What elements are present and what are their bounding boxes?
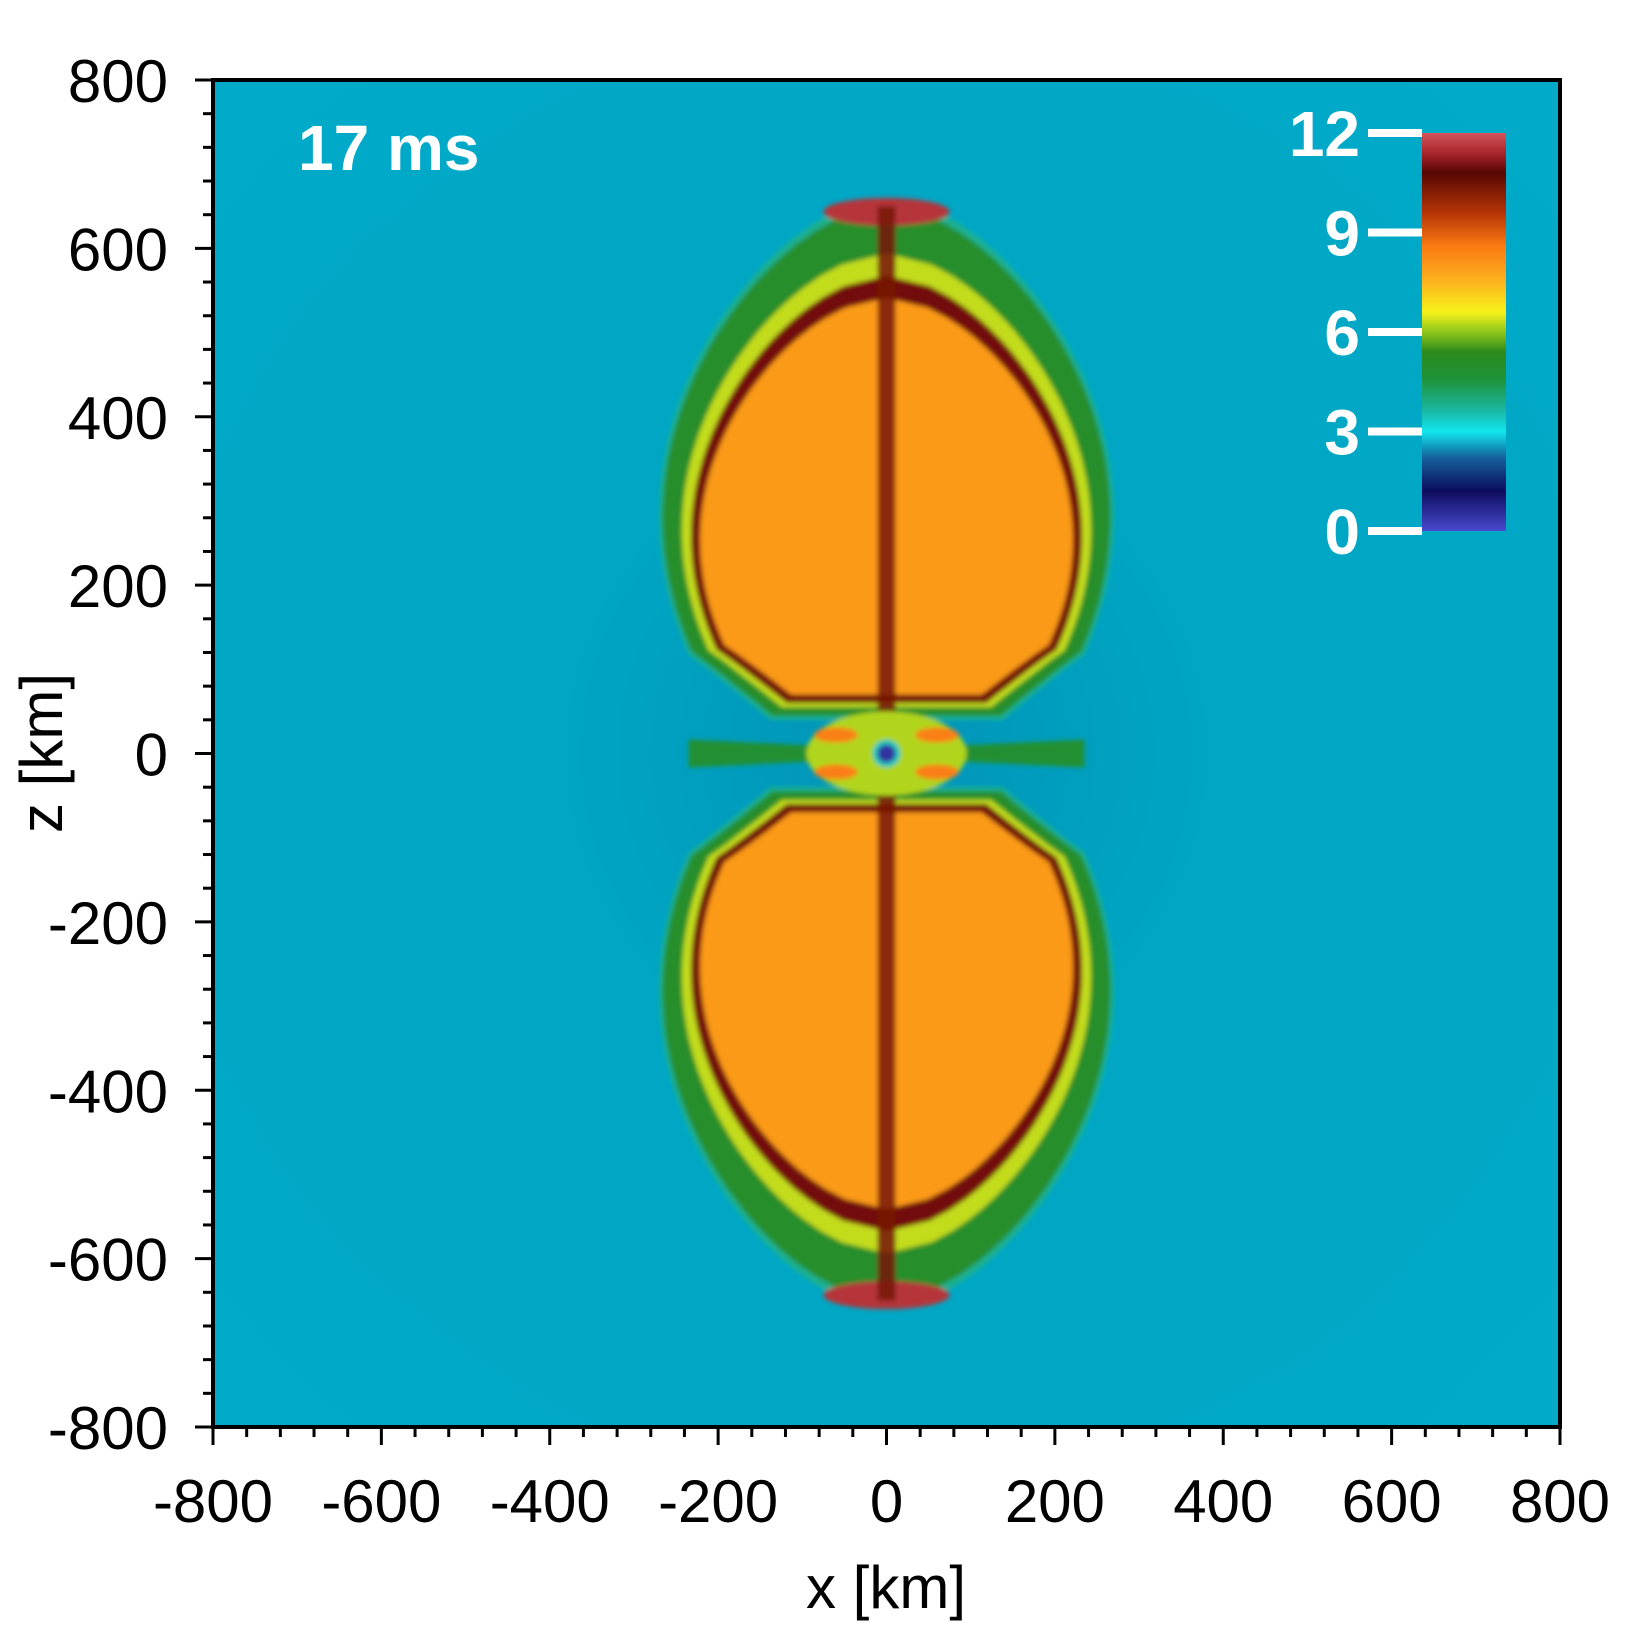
x-axis-title: x [km]	[806, 1554, 966, 1621]
x-tick-label: -800	[153, 1468, 273, 1535]
x-tick-label: -200	[658, 1468, 778, 1535]
y-tick-label: 400	[68, 385, 168, 452]
plot-area	[213, 80, 1560, 1427]
central-orange-blob	[814, 727, 858, 743]
colorbar-ticks: 12 9 6 3 0	[1289, 98, 1422, 568]
x-tick-label: 600	[1342, 1468, 1442, 1535]
y-tick-label: -400	[48, 1058, 168, 1125]
central-orange-blob	[915, 764, 959, 780]
y-tick-label: 200	[68, 553, 168, 620]
colorbar-tick-label: 0	[1324, 496, 1360, 568]
x-axis-tick-labels: -800 -600 -400 -200 0 200 400 600 800	[153, 1468, 1610, 1535]
colorbar-bar	[1422, 133, 1506, 531]
colorbar-tick-label: 9	[1324, 198, 1360, 270]
y-tick-label: 0	[135, 722, 168, 789]
x-tick-label: 200	[1005, 1468, 1105, 1535]
y-axis-tick-labels: 800 600 400 200 0 -200 -400 -600 -800	[48, 48, 168, 1462]
y-axis-title: z [km]	[8, 673, 75, 833]
central-orange-blob	[915, 727, 959, 743]
x-tick-label: 800	[1510, 1468, 1610, 1535]
y-tick-label: -800	[48, 1395, 168, 1462]
colorbar-tick-label: 6	[1324, 297, 1360, 369]
x-tick-label: 400	[1173, 1468, 1273, 1535]
time-annotation: 17 ms	[298, 112, 479, 184]
central-orange-blob	[814, 764, 858, 780]
axis-ticks	[195, 78, 1562, 1445]
density-field	[659, 197, 1114, 1310]
colorbar: 12 9 6 3 0	[1289, 98, 1506, 568]
colorbar-tick-label: 12	[1289, 98, 1360, 170]
y-tick-label: -600	[48, 1227, 168, 1294]
x-tick-label: 0	[870, 1468, 903, 1535]
central-core	[877, 744, 896, 763]
y-tick-label: 800	[68, 48, 168, 115]
x-tick-label: -400	[490, 1468, 610, 1535]
colorbar-tick-label: 3	[1324, 397, 1360, 469]
y-tick-label: 600	[68, 216, 168, 283]
y-tick-label: -200	[48, 890, 168, 957]
x-tick-label: -600	[321, 1468, 441, 1535]
